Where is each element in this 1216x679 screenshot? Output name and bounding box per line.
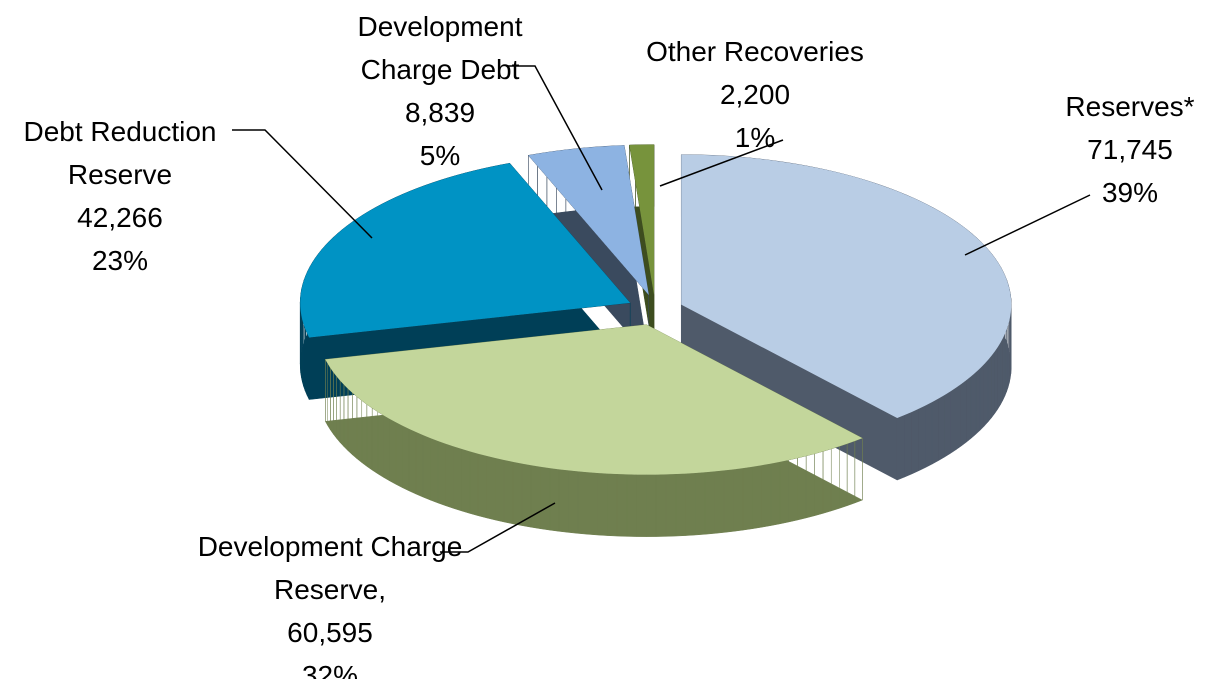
percent-label: 39% xyxy=(1101,177,1159,208)
category-label: Debt Reduction Reserve xyxy=(23,116,217,190)
percent-label: 23% xyxy=(91,245,149,276)
value-label: 60,595 xyxy=(287,617,373,648)
leader-line xyxy=(507,65,603,191)
leader-line xyxy=(232,129,373,239)
data-label: Other Recoveries 2,200 1% xyxy=(615,30,895,159)
data-label: Reserves* 71,745 39% xyxy=(1040,85,1216,214)
percent-label: 5% xyxy=(419,140,461,171)
slice xyxy=(681,154,1012,419)
data-label: Debt Reduction Reserve 42,266 23% xyxy=(0,110,240,282)
category-label: Reserves* xyxy=(1065,91,1195,122)
slice xyxy=(528,145,649,295)
slice xyxy=(325,324,863,475)
percent-label: 1% xyxy=(734,122,776,153)
slice xyxy=(300,163,631,338)
value-label: 71,745 xyxy=(1087,134,1173,165)
value-label: 8,839 xyxy=(404,97,476,128)
value-label: 2,200 xyxy=(719,79,791,110)
leader-line xyxy=(440,502,556,553)
percent-label: 32% xyxy=(301,660,359,679)
category-label: Other Recoveries xyxy=(646,36,864,67)
category-label: Development Charge Debt xyxy=(357,11,523,85)
value-label: 42,266 xyxy=(77,202,163,233)
data-label: Development Charge Debt 8,839 5% xyxy=(330,5,550,177)
slice xyxy=(629,144,654,295)
leader-line xyxy=(964,194,1091,256)
category-label: Development Charge Reserve, xyxy=(197,531,463,605)
leader-line xyxy=(659,139,784,187)
data-label: Development Charge Reserve, 60,595 32% xyxy=(190,525,470,679)
